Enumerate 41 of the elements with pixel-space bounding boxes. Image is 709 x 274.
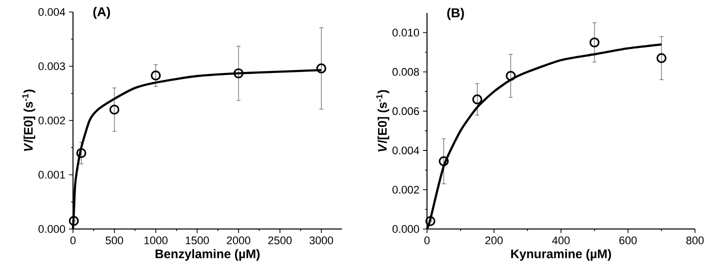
chart-title: (A) <box>93 6 110 19</box>
x-axis-title: Benzylamine (µM) <box>156 249 260 261</box>
x-tick-label: 2500 <box>268 236 292 244</box>
y-tick-label: 0.000 <box>38 225 66 233</box>
point <box>76 148 86 158</box>
chart-title: (B) <box>447 8 464 20</box>
y-tick-label: 0.006 <box>392 107 420 116</box>
x-tick-label: 800 <box>686 236 704 244</box>
x-tick-label: 1000 <box>144 236 168 244</box>
point <box>506 70 516 81</box>
point <box>472 94 482 104</box>
y-tick-label: 0.000 <box>392 225 420 233</box>
x-tick-label: 3000 <box>310 236 334 244</box>
y-tick-label: 0.002 <box>38 116 65 124</box>
x-tick-label: 2000 <box>226 236 250 244</box>
x-tick-label: 1500 <box>186 236 209 244</box>
point <box>150 70 161 80</box>
y-tick-label: 0.010 <box>392 28 420 37</box>
y-tick-label: 0.004 <box>38 8 66 16</box>
y-tick-label: 0.008 <box>392 68 420 76</box>
point <box>590 37 600 48</box>
point <box>316 63 326 74</box>
point <box>234 68 244 78</box>
y-tick-label: 0.004 <box>392 146 420 154</box>
y-tick-label: 0.003 <box>38 62 66 70</box>
x-axis-title: Kynuramine (µM) <box>511 249 612 261</box>
x-tick-label: 600 <box>619 236 637 244</box>
y-tick-label: 0.001 <box>38 170 65 179</box>
x-tick-label: 0 <box>70 236 76 244</box>
point <box>438 156 449 166</box>
point <box>109 104 120 115</box>
x-tick-label: 500 <box>106 236 124 244</box>
point <box>425 216 436 226</box>
point <box>68 216 79 226</box>
x-tick-label: 400 <box>552 236 570 244</box>
point <box>656 53 666 64</box>
y-axis-title: V/[E0] (s$^{-1}$) <box>22 90 36 151</box>
y-tick-label: 0.002 <box>392 186 419 194</box>
x-tick-label: 0 <box>424 236 430 244</box>
y-axis-title: V/[E0] (s$^{-1}$) <box>376 90 390 152</box>
x-tick-label: 200 <box>485 236 503 244</box>
